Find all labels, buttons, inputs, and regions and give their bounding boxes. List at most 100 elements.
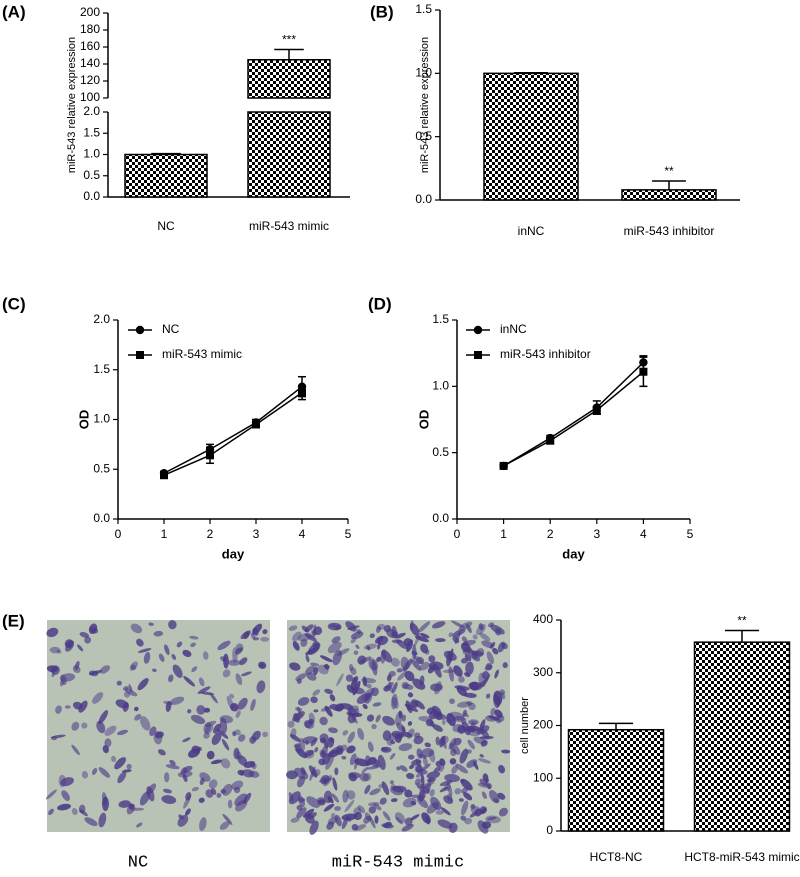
cell [130, 623, 143, 634]
cell [346, 790, 356, 800]
cell [365, 755, 371, 767]
cell [306, 796, 320, 808]
cell [390, 798, 398, 803]
cell [185, 808, 191, 816]
cell [488, 790, 500, 804]
cell [350, 631, 364, 640]
cell [456, 686, 468, 697]
cell [290, 728, 297, 739]
cell [88, 670, 99, 677]
cell [350, 667, 357, 675]
cell [415, 765, 423, 773]
cell [137, 648, 152, 653]
cell [448, 632, 453, 638]
cell [117, 729, 128, 736]
cell [319, 655, 333, 663]
cell [405, 700, 413, 714]
cell [162, 788, 173, 794]
cell [232, 647, 238, 663]
cell [262, 629, 268, 635]
cell [363, 772, 372, 782]
x-tick-label: 3 [593, 527, 600, 541]
cell [461, 636, 468, 643]
cell [391, 693, 398, 710]
cell [124, 688, 138, 697]
cell [407, 721, 413, 726]
cell [226, 695, 235, 710]
cell [441, 719, 446, 725]
cell [470, 803, 476, 809]
cell [288, 792, 294, 802]
cell [388, 681, 393, 693]
cell [296, 807, 307, 819]
cell [420, 773, 425, 787]
cell [481, 791, 487, 800]
cell [477, 758, 492, 764]
cell [458, 798, 464, 802]
cell [306, 672, 317, 681]
cell [375, 635, 384, 644]
cell [310, 662, 320, 667]
cell [409, 764, 415, 770]
cell [391, 682, 398, 694]
cell [295, 673, 307, 682]
cell [304, 720, 313, 729]
cell [425, 816, 430, 825]
cell [235, 673, 243, 686]
cell [206, 750, 215, 760]
cell [60, 777, 74, 787]
cell [71, 721, 80, 731]
cell [452, 724, 464, 733]
cell [98, 767, 111, 778]
cell [328, 727, 338, 734]
micrograph-background [47, 620, 270, 832]
cell [262, 731, 269, 738]
cell [429, 789, 435, 797]
cell [322, 737, 329, 749]
cell [134, 714, 142, 721]
cell [223, 653, 229, 669]
cell [81, 722, 88, 729]
cell [467, 648, 481, 662]
cell [355, 644, 360, 650]
cell [153, 630, 164, 637]
cell [172, 664, 183, 678]
cell [182, 737, 191, 743]
cell [372, 702, 382, 707]
cell [488, 715, 500, 721]
cell [240, 769, 245, 776]
cell [411, 759, 422, 766]
y-tick-label: 1.5 [415, 2, 432, 16]
cell [45, 789, 57, 800]
cell [235, 710, 241, 719]
y-tick-label: 1.5 [432, 312, 449, 326]
image-caption: miR-543 mimic [332, 853, 465, 872]
cell [442, 669, 456, 673]
cell [169, 696, 185, 705]
cell [380, 649, 387, 664]
bar [247, 111, 331, 198]
cell [368, 806, 377, 814]
legend-label: miR-543 inhibitor [500, 347, 591, 361]
cell [415, 656, 425, 665]
cell [478, 623, 484, 631]
cell [419, 675, 425, 686]
cell [334, 806, 342, 811]
cell [332, 649, 343, 666]
y-tick-label: 0.0 [83, 189, 100, 203]
cell [365, 683, 372, 689]
cell [329, 738, 335, 743]
cell [493, 693, 500, 709]
series-line [163, 392, 303, 476]
cell [428, 655, 436, 663]
cell [500, 691, 506, 700]
cell [116, 680, 122, 686]
cell [221, 738, 230, 751]
cell [46, 627, 59, 638]
y-tick-label: 400 [533, 612, 553, 626]
cell [416, 796, 429, 809]
cell [189, 635, 199, 640]
cell [359, 656, 372, 664]
cell [229, 693, 235, 699]
cell [465, 661, 474, 675]
